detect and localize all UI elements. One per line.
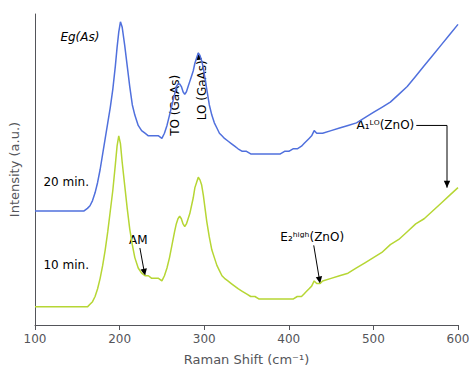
svg-text:AM: AM bbox=[128, 233, 148, 247]
svg-text:10 min.: 10 min. bbox=[43, 258, 89, 272]
svg-text:500: 500 bbox=[362, 332, 385, 346]
svg-text:LO (GaAs): LO (GaAs) bbox=[194, 60, 209, 121]
svg-text:100: 100 bbox=[24, 332, 47, 346]
svg-text:A₁ᴸᴼ(ZnO): A₁ᴸᴼ(ZnO) bbox=[356, 118, 414, 132]
svg-text:Intensity (a.u.): Intensity (a.u.) bbox=[7, 122, 22, 217]
svg-text:E₂ʰⁱᵍʰ(ZnO): E₂ʰⁱᵍʰ(ZnO) bbox=[280, 230, 344, 244]
svg-text:Raman Shift (cm⁻¹): Raman Shift (cm⁻¹) bbox=[184, 352, 309, 367]
svg-text:Eg(As): Eg(As) bbox=[60, 30, 99, 44]
svg-text:20 min.: 20 min. bbox=[43, 175, 89, 189]
svg-text:300: 300 bbox=[193, 332, 216, 346]
svg-text:400: 400 bbox=[277, 332, 300, 346]
svg-text:TO (GaAs): TO (GaAs) bbox=[167, 74, 182, 136]
svg-text:600: 600 bbox=[447, 332, 470, 346]
svg-text:200: 200 bbox=[108, 332, 131, 346]
